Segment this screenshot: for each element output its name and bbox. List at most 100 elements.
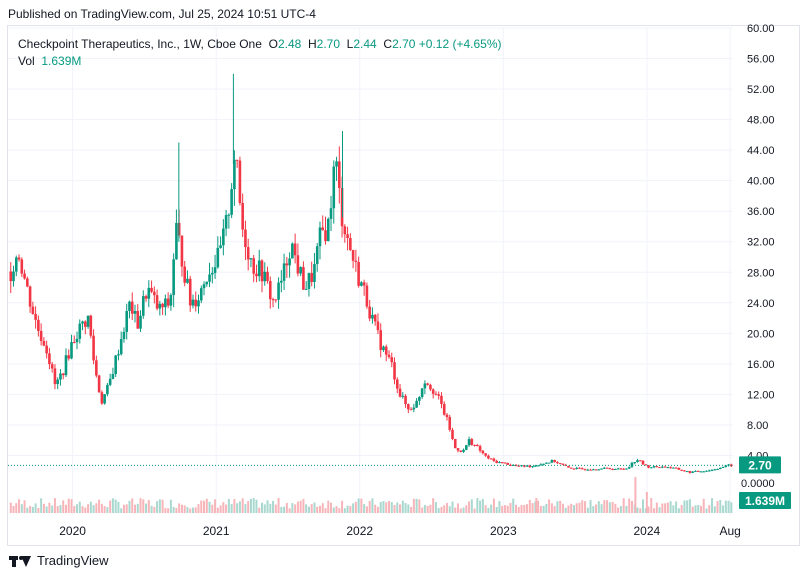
volume-bar: [45, 506, 48, 513]
volume-bar: [354, 501, 357, 513]
volume-bar: [227, 498, 230, 513]
volume-bar: [169, 499, 172, 513]
volume-bar: [95, 503, 98, 513]
candle-body: [299, 267, 302, 274]
candle-body: [257, 260, 261, 277]
candle-body: [636, 460, 639, 463]
volume-bar: [274, 504, 277, 513]
volume-bar: [70, 499, 73, 513]
volume-bar: [584, 501, 587, 513]
candle-body: [180, 235, 184, 267]
volume-bar: [51, 505, 54, 513]
volume-bar: [205, 498, 208, 513]
volume-bar: [200, 500, 203, 513]
volume-bar: [688, 499, 691, 513]
volume-bar: [133, 504, 136, 513]
candle-body: [575, 467, 579, 469]
volume-bar: [332, 507, 335, 513]
candle-body: [288, 258, 291, 266]
candle-body: [158, 303, 162, 309]
volume-bar: [131, 498, 134, 513]
candle-body: [313, 264, 316, 283]
volume-bar: [520, 505, 523, 513]
candle-body: [415, 400, 418, 408]
volume-bar: [272, 500, 275, 513]
volume-tick-label: 0.0000: [741, 478, 775, 490]
candle-body: [696, 470, 700, 472]
volume-bar: [396, 502, 399, 513]
candle-body: [619, 468, 623, 470]
candle-body: [186, 278, 189, 283]
candle-body: [280, 280, 283, 283]
volume-bar: [481, 498, 484, 513]
volume-bar: [87, 504, 90, 513]
candle-body: [409, 409, 413, 411]
candle-body: [12, 271, 15, 282]
candle-body: [97, 375, 101, 393]
y-tick-label: 56.00: [747, 54, 775, 66]
chart-frame[interactable]: [7, 25, 800, 546]
volume-bar: [531, 503, 534, 513]
candle-body: [103, 394, 106, 404]
x-tick-label: 2024: [634, 524, 661, 538]
volume-bar: [470, 499, 473, 513]
candle-body: [627, 466, 631, 469]
candle-body: [233, 159, 236, 190]
candle-body: [569, 467, 573, 469]
candle-body: [487, 455, 490, 459]
volume-bar: [661, 503, 664, 513]
volume-bar: [56, 506, 59, 513]
volume-bar: [589, 500, 592, 513]
volume-bar: [136, 503, 139, 513]
volume-bar: [548, 499, 551, 513]
volume-bar: [20, 504, 23, 513]
volume-bar: [645, 492, 648, 513]
candle-body: [379, 330, 383, 351]
candle-body: [608, 468, 612, 470]
candle-body: [213, 267, 217, 273]
candle-body: [28, 286, 32, 307]
candle-body: [390, 357, 394, 363]
volume-bar: [550, 503, 553, 513]
candle-body: [153, 291, 156, 296]
volume-bar: [719, 499, 722, 513]
candle-body: [453, 439, 457, 449]
legend-high-value: 2.70: [316, 37, 340, 51]
candle-body: [241, 203, 244, 230]
candle-body: [81, 321, 84, 324]
volume-bar: [385, 502, 388, 513]
candle-body: [20, 259, 24, 274]
volume-bar: [526, 504, 529, 513]
volume-bar: [639, 508, 642, 513]
volume-bar: [619, 505, 622, 513]
last-price-badge: [739, 456, 781, 474]
volume-bar: [553, 506, 556, 513]
candle-body: [531, 466, 534, 468]
candle-body: [335, 161, 338, 167]
y-tick-label: 36.00: [747, 206, 775, 218]
volume-bar: [225, 504, 228, 513]
volume-bar: [697, 504, 700, 513]
candle-body: [9, 271, 13, 282]
candle-body: [420, 388, 424, 398]
candle-body: [578, 467, 581, 469]
candle-body: [368, 306, 371, 319]
candle-body: [647, 465, 650, 468]
volume-bar: [542, 505, 545, 513]
candle-body: [525, 465, 529, 467]
volume-bar: [459, 508, 462, 513]
volume-bar: [109, 500, 112, 513]
candle-body: [95, 360, 98, 376]
candle-body: [614, 468, 617, 470]
volume-bar: [724, 500, 727, 513]
volume-bar: [429, 504, 432, 513]
volume-bar: [454, 507, 457, 513]
y-tick-label: 52.00: [747, 84, 775, 96]
footer-brand[interactable]: TradingView: [9, 553, 109, 568]
volume-bar: [183, 505, 186, 513]
candle-body: [338, 161, 341, 188]
candle-body: [583, 469, 587, 471]
footer-brand-label: TradingView: [37, 553, 109, 568]
volume-bar: [423, 504, 426, 513]
